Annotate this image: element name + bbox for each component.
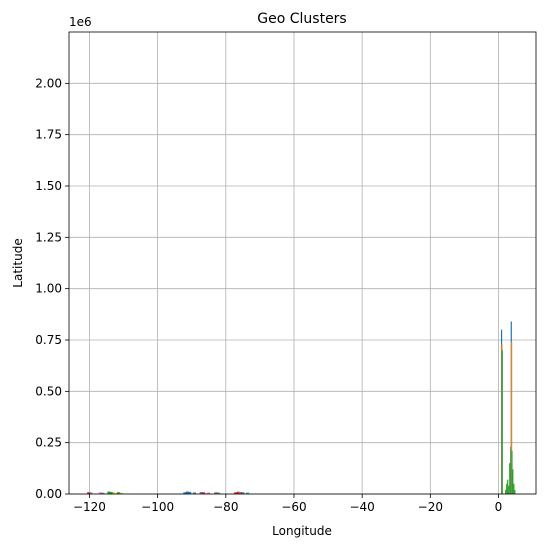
chart-title: Geo Clusters (257, 11, 346, 27)
bar (512, 469, 514, 494)
bar (202, 492, 206, 494)
bar (214, 492, 218, 494)
bar (112, 492, 116, 494)
bar (192, 492, 197, 494)
bar (236, 491, 240, 494)
bar (508, 485, 510, 494)
x-tick-label: −20 (418, 500, 443, 514)
bar (216, 492, 220, 494)
bar (514, 489, 516, 494)
bar (234, 492, 238, 494)
bar (501, 350, 503, 494)
bar (206, 492, 211, 494)
x-tick-label: −60 (281, 500, 306, 514)
x-tick-label: −100 (141, 500, 174, 514)
x-axis-label: Longitude (272, 524, 332, 538)
y-tick-label: 1.00 (35, 282, 62, 296)
bar (87, 492, 91, 494)
y-tick-label: 0.75 (35, 333, 62, 347)
y-tick-label: 0.00 (35, 487, 62, 501)
y-axis-offset-label: 1e6 (69, 15, 92, 29)
y-axis-ticks: 0.00 0.25 0.50 0.75 1.00 1.25 1.50 1.75 2.00 (35, 76, 69, 501)
y-tick-label: 1.25 (35, 230, 62, 244)
bar (246, 492, 250, 494)
bar (513, 483, 515, 494)
x-axis-ticks: −120 −100 −80 −60 −40 −20 0 (73, 494, 502, 514)
bar (238, 491, 243, 494)
bar (101, 492, 105, 494)
bar (199, 491, 203, 494)
bar (511, 342, 513, 494)
bars (87, 321, 516, 494)
bar (116, 492, 121, 494)
bar (185, 491, 189, 494)
x-tick-label: −120 (73, 500, 106, 514)
bar (507, 479, 509, 494)
x-tick-label: −80 (213, 500, 238, 514)
y-tick-label: 2.00 (35, 76, 62, 90)
bar (509, 463, 511, 494)
x-tick-label: −40 (349, 500, 374, 514)
y-tick-label: 0.50 (35, 384, 62, 398)
y-tick-label: 1.75 (35, 128, 62, 142)
y-tick-label: 0.25 (35, 436, 62, 450)
bar (109, 491, 113, 494)
bar (89, 492, 93, 494)
bar (188, 491, 192, 494)
bar (183, 492, 187, 494)
bar (506, 483, 508, 494)
bar (107, 491, 111, 494)
grid (69, 32, 536, 495)
y-axis-label: Latitude (11, 238, 25, 287)
bar (119, 492, 123, 494)
bar (98, 492, 102, 494)
bar (511, 450, 513, 494)
x-tick-label: 0 (495, 500, 503, 514)
axes-frame (68, 31, 537, 495)
y-tick-label: 1.50 (35, 179, 62, 193)
bar (505, 489, 507, 494)
bar (241, 492, 245, 494)
